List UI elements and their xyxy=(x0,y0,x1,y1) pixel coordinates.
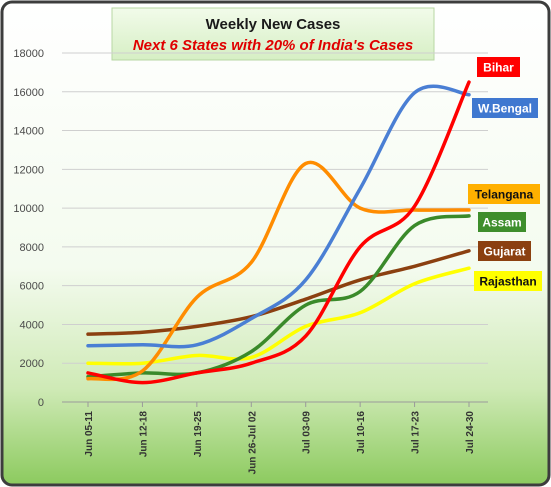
series-label-text: Rajasthan xyxy=(479,275,536,289)
x-tick-label: Jul 03-09 xyxy=(302,411,313,454)
y-tick-label: 0 xyxy=(38,397,44,409)
y-tick-label: 12000 xyxy=(13,164,44,176)
series-label-text: W.Bengal xyxy=(478,102,532,116)
x-tick-label: Jul 24-30 xyxy=(465,411,476,454)
x-tick-label: Jun 05-11 xyxy=(84,411,95,457)
y-tick-label: 2000 xyxy=(20,358,44,370)
series-line-telangana xyxy=(86,160,471,382)
y-tick-label: 4000 xyxy=(20,319,44,331)
series-label-text: Assam xyxy=(482,216,521,230)
series-label-text: Bihar xyxy=(483,61,514,75)
y-tick-label: 18000 xyxy=(13,48,44,60)
x-tick-label: Jun 26-Jul 02 xyxy=(247,411,258,475)
y-tick-label: 8000 xyxy=(20,242,44,254)
series-label-text: Gujarat xyxy=(483,245,525,259)
series-label-box xyxy=(478,212,526,232)
y-tick-label: 16000 xyxy=(13,87,44,99)
series-label-telangana: Telangana xyxy=(468,184,540,204)
series-line-wbengal xyxy=(86,84,471,349)
series-line-rajasthan xyxy=(86,266,471,366)
series-label-text: Telangana xyxy=(475,188,534,202)
series-label-box xyxy=(472,98,538,118)
x-axis-ticks: Jun 05-11 Jun 12-18 Jun 19-25 Jun 26-Jul 02… xyxy=(84,402,476,474)
series-line-gujarat xyxy=(86,249,471,336)
series-label-box xyxy=(474,271,542,291)
y-tick-label: 6000 xyxy=(20,281,44,293)
x-tick-label: Jul 17-23 xyxy=(411,411,422,454)
series-label-box xyxy=(478,241,531,261)
title-box xyxy=(111,7,435,61)
series-label-gujarat: Gujarat xyxy=(478,241,531,261)
x-tick-label: Jul 10-16 xyxy=(356,411,367,454)
series-label-wbengal: W.Bengal xyxy=(472,98,538,118)
series-label-box xyxy=(477,57,520,77)
series-label-box xyxy=(468,184,540,204)
series-label-bihar: Bihar xyxy=(477,57,520,77)
series-label-rajasthan: Rajasthan xyxy=(474,271,542,291)
series-lines xyxy=(86,80,471,385)
y-tick-label: 10000 xyxy=(13,203,44,215)
y-tick-label: 14000 xyxy=(13,126,44,138)
chart-subtitle: Next 6 States with 20% of India's Cases xyxy=(133,37,413,54)
x-tick-label: Jun 12-18 xyxy=(138,411,149,458)
x-tick-label: Jun 19-25 xyxy=(193,411,204,458)
gridlines xyxy=(62,52,488,403)
series-label-assam: Assam xyxy=(478,212,526,232)
y-axis-ticks: 0 2000 4000 6000 8000 10000 12000 14000 16000 180… xyxy=(13,48,44,409)
series-line-assam xyxy=(86,214,471,379)
series-line-bihar xyxy=(86,80,471,385)
series-labels: Bihar W.Bengal Telangana Assam Gujarat Rajast… xyxy=(468,57,542,291)
chart-title: Weekly New Cases xyxy=(206,16,341,33)
